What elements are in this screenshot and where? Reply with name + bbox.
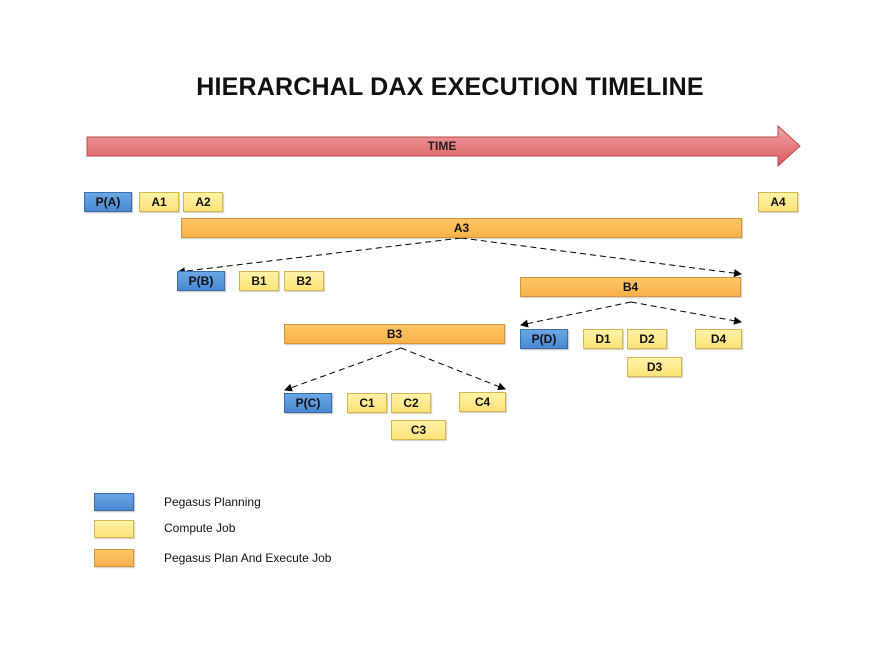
connector-b3-c4	[400, 347, 506, 391]
connector-a3-b4	[460, 237, 742, 278]
diagram-title: HIERARCHAL DAX EXECUTION TIMELINE	[196, 73, 704, 101]
legend-swatch-plan-execute	[94, 549, 134, 567]
node-b2: B2	[284, 271, 324, 291]
legend-label-plan-execute: Pegasus Plan And Execute Job	[164, 551, 332, 565]
node-a1: A1	[139, 192, 179, 212]
connector-b4-d4	[630, 301, 742, 325]
node-d2: D2	[627, 329, 667, 349]
node-d3: D3	[627, 357, 682, 377]
node-c4: C4	[459, 392, 506, 412]
node-pb: P(B)	[177, 271, 225, 291]
legend-label-compute: Compute Job	[164, 521, 236, 535]
node-c2: C2	[391, 393, 431, 413]
node-c3: C3	[391, 420, 446, 440]
node-pd: P(D)	[520, 329, 568, 349]
node-c1: C1	[347, 393, 387, 413]
connector-b4-pd	[520, 301, 632, 328]
node-b3: B3	[284, 324, 505, 344]
node-d4: D4	[695, 329, 742, 349]
node-a3: A3	[181, 218, 742, 238]
node-pa: P(A)	[84, 192, 132, 212]
legend-swatch-planning	[94, 493, 134, 511]
node-d1: D1	[583, 329, 623, 349]
connector-b3-pc	[284, 347, 402, 392]
node-b4: B4	[520, 277, 741, 297]
node-a4: A4	[758, 192, 798, 212]
time-arrow-label: TIME	[428, 139, 457, 153]
node-b1: B1	[239, 271, 279, 291]
time-arrow	[86, 124, 801, 168]
node-pc: P(C)	[284, 393, 332, 413]
node-a2: A2	[183, 192, 223, 212]
connector-a3-pb	[177, 237, 462, 276]
legend-label-planning: Pegasus Planning	[164, 495, 261, 509]
legend-swatch-compute	[94, 520, 134, 538]
